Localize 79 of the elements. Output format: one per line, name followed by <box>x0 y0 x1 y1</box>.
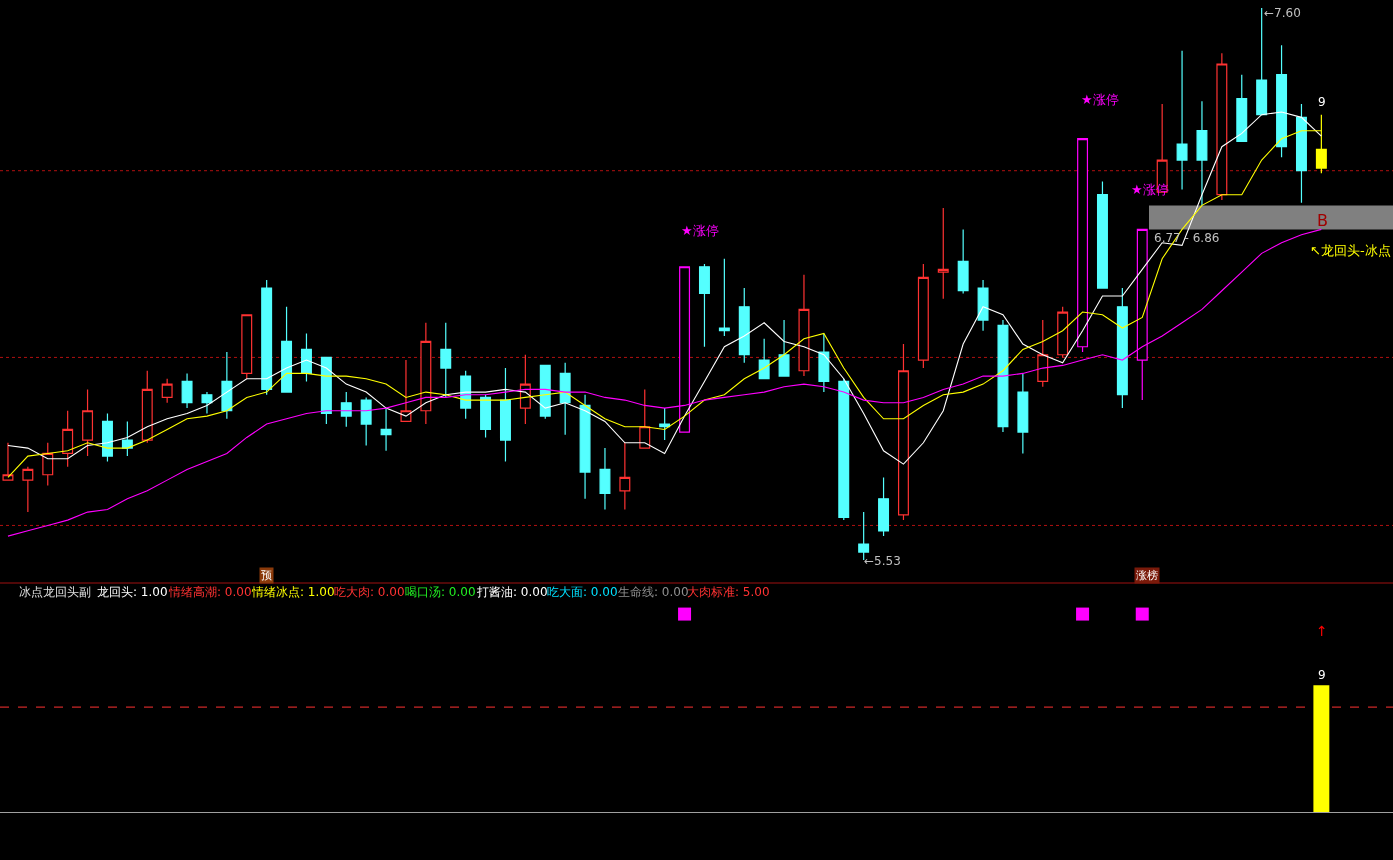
candlestick <box>241 314 253 380</box>
text: 打酱油: 0.00 <box>476 585 548 599</box>
candlestick <box>539 364 551 420</box>
candlestick <box>320 356 332 425</box>
candlestick <box>360 396 372 447</box>
candlestick <box>798 274 810 377</box>
candlestick <box>22 466 34 513</box>
candlestick <box>1295 103 1307 204</box>
text: 涨榜 <box>1136 569 1158 582</box>
annotation: ↑ <box>1316 623 1328 639</box>
candlestick <box>897 343 909 521</box>
candlestick <box>340 391 352 428</box>
annotation: ★涨停 <box>1081 92 1119 107</box>
candlestick <box>499 367 511 463</box>
candlestick <box>221 351 233 420</box>
text: 吃大肉: 0.00 <box>334 585 405 599</box>
candlestick <box>181 372 193 409</box>
candlestick <box>1276 44 1288 158</box>
candlestick <box>698 263 710 348</box>
candlestick <box>957 228 969 294</box>
candlestick <box>917 263 929 369</box>
candlestick <box>579 394 591 500</box>
candlestick <box>818 332 830 393</box>
candlestick <box>679 266 691 433</box>
candlestick <box>639 388 651 449</box>
candlestick <box>937 207 949 300</box>
candlestick <box>82 388 94 457</box>
annotation: ←5.53 <box>864 554 901 568</box>
chart-title: 冰点龙回头副 <box>19 585 91 599</box>
candlestick <box>1196 100 1208 206</box>
candlestick <box>1096 180 1108 289</box>
annotation: ★涨停 <box>681 223 719 238</box>
candlestick <box>1077 138 1089 353</box>
text: 情绪高潮: 0.00 <box>168 585 252 599</box>
candlestick <box>141 370 153 444</box>
candlestick <box>261 279 273 396</box>
candlestick <box>201 391 213 415</box>
candlestick <box>778 319 790 377</box>
candlestick <box>161 378 173 404</box>
text: 情绪冰点: 1.00 <box>251 585 335 599</box>
candlestick <box>1216 52 1228 201</box>
candlestick <box>1057 306 1069 359</box>
candlestick <box>300 332 312 383</box>
candlestick <box>1037 319 1049 388</box>
candlestick <box>440 322 452 399</box>
text: 龙回头: 1.00 <box>97 585 168 599</box>
candlestick <box>281 306 293 393</box>
text: 预 <box>261 569 272 582</box>
candlestick <box>380 407 392 452</box>
candlestick <box>599 447 611 511</box>
text: 喝口汤: 0.00 <box>405 585 476 599</box>
candlestick <box>738 287 750 364</box>
candlestick <box>878 476 890 537</box>
annotation: 9 <box>1318 95 1326 109</box>
candlestick <box>619 442 631 511</box>
annotation: B <box>1317 211 1328 230</box>
candlestick <box>62 410 74 468</box>
candlestick <box>1176 50 1188 190</box>
candlestick <box>1116 287 1128 409</box>
candlestick <box>718 258 730 337</box>
candlestick <box>1017 372 1029 455</box>
candlestick <box>838 378 850 521</box>
candlestick <box>420 322 432 425</box>
candlestick <box>758 338 770 380</box>
candlestick <box>400 359 412 423</box>
candlestick <box>121 420 133 457</box>
text: 生命线: 0.00 <box>618 585 689 599</box>
annotation: 9 <box>1318 668 1326 682</box>
candlestick <box>559 362 571 436</box>
candlestick <box>1236 74 1248 142</box>
candlestick <box>659 407 671 441</box>
text: 大肉标准: 5.00 <box>687 585 770 599</box>
annotation: ←7.60 <box>1264 6 1301 20</box>
candlestick <box>997 319 1009 433</box>
candlestick <box>977 279 989 332</box>
annotation: ↖龙回头-冰点 <box>1310 243 1391 258</box>
candlestick <box>480 394 492 439</box>
candlestick <box>101 412 113 463</box>
text: 吃大面: 0.00 <box>547 585 618 599</box>
